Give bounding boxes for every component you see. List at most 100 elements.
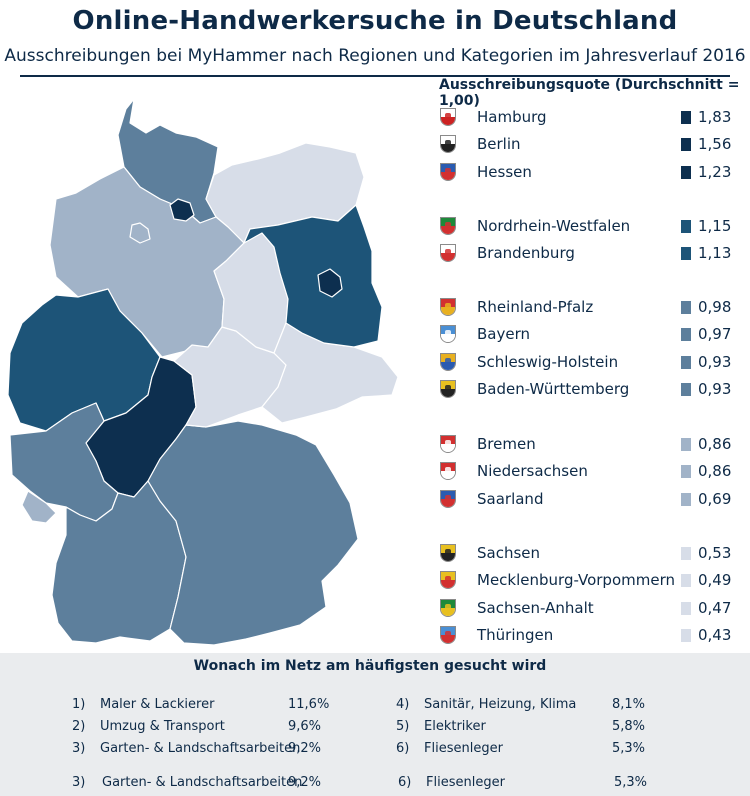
legend-state-name: Berlin [477,135,521,154]
legend-color-swatch [681,438,691,451]
legend-color-swatch [681,111,691,124]
coat-of-arms-icon [440,325,456,344]
categories-title: Wonach im Netz am häufigsten gesucht wir… [193,658,547,674]
legend-color-swatch [681,382,691,396]
coat-of-arms-icon [440,598,456,617]
legend-state-value: 1,15 [698,217,732,235]
category-rank: 6) [398,775,412,790]
legend-row-mecklenburg-vorpommern: Mecklenburg-Vorpommern 0,49 [440,570,740,590]
map-state-bayern [147,420,359,646]
legend-state-name: Bremen [477,435,536,453]
coat-of-arms-icon [440,352,456,371]
coat-of-arms-icon [440,625,456,644]
legend-state-name: Sachsen-Anhalt [477,598,594,617]
legend-state-name: Sachsen [477,544,541,562]
coat-of-arms-icon [440,435,456,453]
category-share: 5,3% [614,775,648,790]
category-label: Maler & Lackierer [100,697,215,712]
legend-state-value: 0,93 [698,352,732,371]
map-state-hamburg [169,198,195,222]
legend-color-swatch [681,628,691,642]
category-rank: 3) [72,741,86,756]
legend-title: Ausschreibungsquote (Durchschnitt = 1,00… [439,77,740,109]
map-state-bremen [129,222,151,244]
legend-row-thueringen: Thüringen 0,43 [440,625,740,645]
legend-color-swatch [681,247,691,261]
category-rank: 6) [396,741,410,756]
legend-row-nordrhein-westfalen: Nordrhein-Westfalen 1,15 [440,216,740,236]
coat-of-arms-icon [440,162,456,181]
coat-of-arms-icon [440,298,456,316]
legend-state-value: 0,86 [698,435,732,453]
coat-of-arms-icon [440,217,456,235]
legend-state-value: 1,13 [698,244,732,263]
legend-row-schleswig-holstein: Schleswig-Holstein 0,93 [440,352,740,372]
legend-state-value: 0,93 [698,379,732,398]
legend-state-name: Bayern [477,325,530,344]
legend-row-hamburg: Hamburg 1,83 [440,107,740,127]
category-rank: 2) [72,719,86,734]
legend-color-swatch [681,574,691,588]
legend-row-brandenburg: Brandenburg 1,13 [440,243,740,263]
page-title: Online-Handwerkersuche in Deutschland [72,6,678,36]
legend-state-name: Mecklenburg-Vorpommern [477,571,675,590]
legend-state-name: Thüringen [477,625,554,644]
legend-state-name: Rheinland-Pfalz [477,298,594,316]
legend-row-baden-wuerttemberg: Baden-Württemberg 0,93 [440,379,740,399]
legend-state-value: 0,47 [698,598,732,617]
legend-color-swatch [681,547,691,560]
legend-state-name: Brandenburg [477,244,575,263]
legend-state-value: 1,83 [698,108,732,126]
category-share: 5,3% [612,741,646,756]
coat-of-arms-icon [440,489,456,508]
category-rank: 4) [396,697,410,712]
legend-state-name: Nordrhein-Westfalen [477,217,631,235]
germany-map [7,98,399,646]
coat-of-arms-icon [440,108,456,126]
legend-color-swatch [681,328,691,342]
legend-state-value: 1,56 [698,135,732,154]
legend-color-swatch [681,601,691,615]
map-state-berlin [317,268,343,298]
coat-of-arms-icon [440,379,456,398]
legend-state-name: Niedersachsen [477,462,588,481]
legend-state-value: 0,97 [698,325,732,344]
category-share: 9,6% [288,719,322,734]
legend-state-name: Hamburg [477,108,547,126]
legend-row-hessen: Hessen 1,23 [440,162,740,182]
legend-color-swatch [681,301,691,314]
category-label: Garten- & Landschaftsarbeiten [100,741,301,756]
category-rank: 1) [72,697,86,712]
legend-row-sachsen: Sachsen 0,53 [440,543,740,563]
coat-of-arms-icon [440,544,456,562]
legend-row-saarland: Saarland 0,69 [440,489,740,509]
category-share: 9,2% [288,775,322,790]
legend-state-value: 0,43 [698,625,732,644]
legend-state-value: 0,98 [698,298,732,316]
coat-of-arms-icon [440,571,456,590]
coat-of-arms-icon [440,135,456,154]
legend-state-name: Saarland [477,489,544,508]
category-share: 8,1% [612,697,646,712]
legend-row-sachsen-anhalt: Sachsen-Anhalt 0,47 [440,598,740,618]
legend-color-swatch [681,220,691,233]
page-subtitle: Ausschreibungen bei MyHammer nach Region… [4,46,746,66]
map-state-saarland [21,490,57,524]
category-share: 5,8% [612,719,646,734]
coat-of-arms-icon [440,244,456,263]
category-share: 9,2% [288,741,322,756]
legend-state-name: Baden-Württemberg [477,379,630,398]
legend-state-value: 1,23 [698,162,732,181]
coat-of-arms-icon [440,462,456,481]
category-rank: 5) [396,719,410,734]
category-share: 11,6% [288,697,330,712]
legend-row-niedersachsen: Niedersachsen 0,86 [440,461,740,481]
map-state-brandenburg [243,204,383,348]
category-label: Fliesenleger [424,741,503,756]
header-divider [20,75,730,77]
legend-color-swatch [681,138,691,152]
legend-row-bayern: Bayern 0,97 [440,324,740,344]
legend-state-value: 0,86 [698,462,732,481]
legend-state-value: 0,53 [698,544,732,562]
category-label: Sanitär, Heizung, Klima [424,697,577,712]
